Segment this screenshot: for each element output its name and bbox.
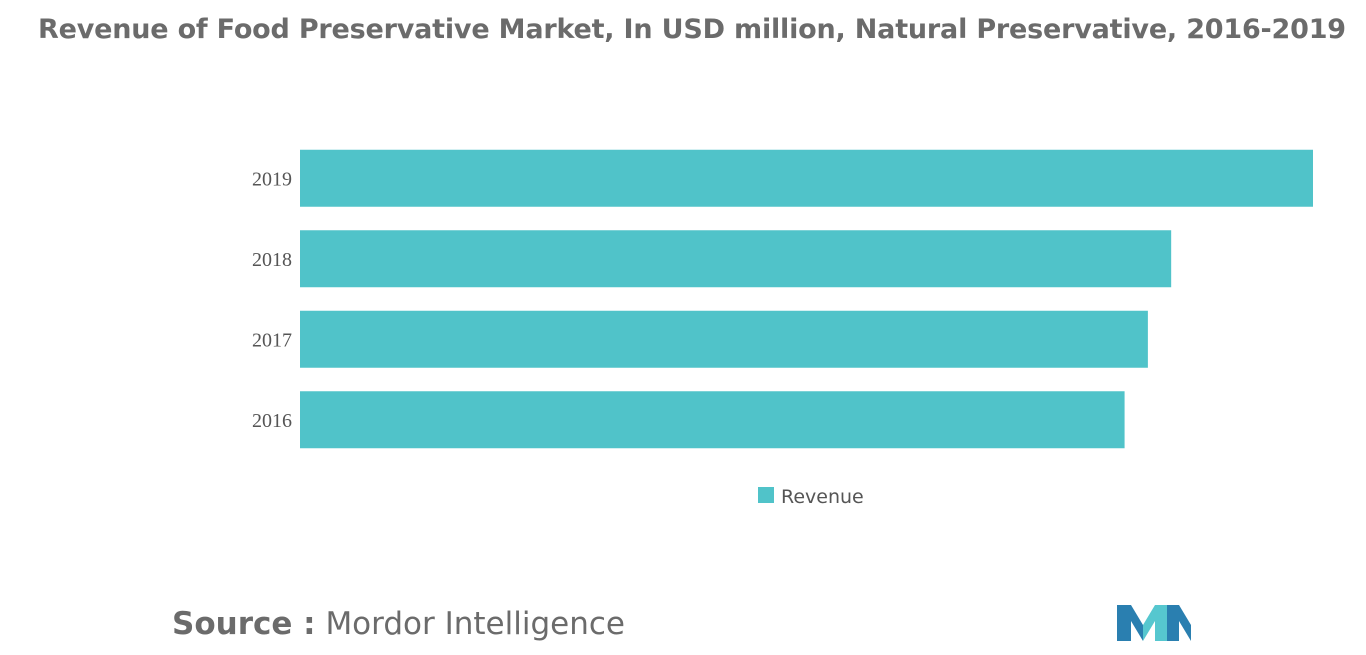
bar-2018 [300, 230, 1172, 288]
source-credit: Source : Mordor Intelligence [172, 606, 625, 642]
source-label: Source : [172, 606, 316, 642]
legend-swatch-revenue [758, 487, 774, 503]
bar-2019 [300, 149, 1313, 207]
category-label-2017: 2017 [252, 329, 292, 351]
legend: Revenue [758, 486, 864, 508]
bar-2016 [300, 391, 1125, 449]
category-label-2016: 2016 [252, 410, 292, 432]
mordor-intelligence-logo-icon [1117, 605, 1191, 641]
category-label-2018: 2018 [252, 249, 292, 271]
bars-group [300, 149, 1313, 449]
category-axis-labels: 2019 2018 2017 2016 [252, 168, 292, 432]
source-value: Mordor Intelligence [325, 606, 625, 642]
legend-label-revenue: Revenue [781, 486, 864, 508]
chart-title: Revenue of Food Preservative Market, In … [38, 14, 1346, 45]
category-label-2019: 2019 [252, 168, 292, 190]
bar-2017 [300, 310, 1148, 368]
